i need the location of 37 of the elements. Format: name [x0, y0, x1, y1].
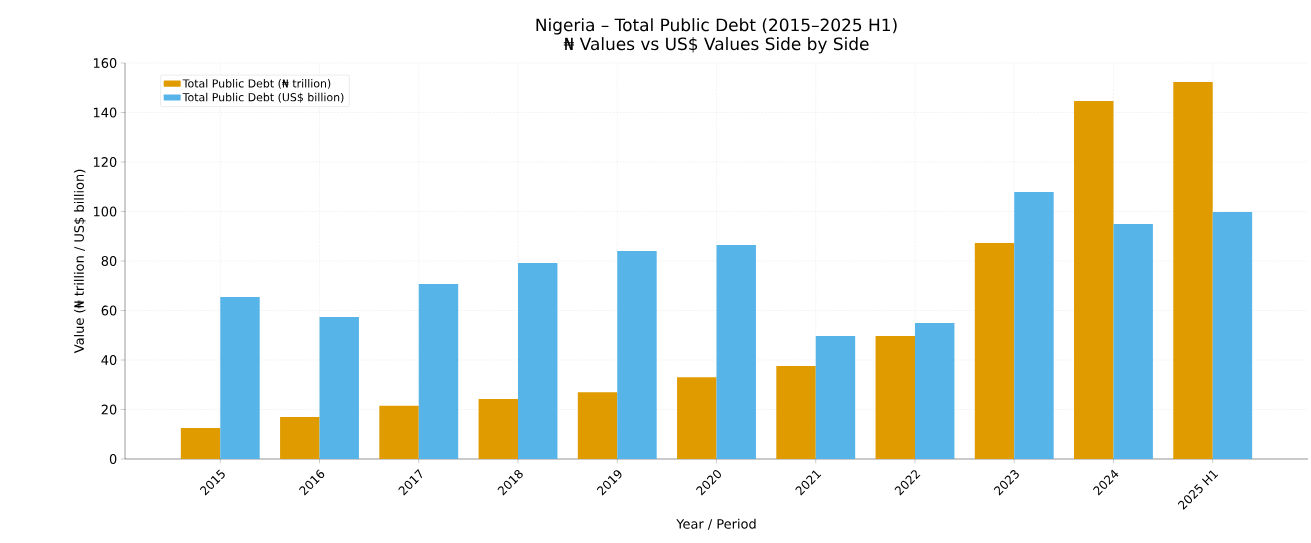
y-tick-label: 80 — [101, 256, 117, 266]
bar — [319, 316, 359, 459]
y-tick-label: 20 — [101, 404, 117, 415]
bar — [1212, 211, 1253, 459]
bar — [776, 365, 816, 459]
legend-label: Total Public Debt (₦ trillion) — [182, 79, 331, 89]
bar — [220, 296, 260, 459]
bar — [518, 262, 558, 459]
x-axis-title: Year / Period — [676, 518, 756, 530]
y-tick-label: 120 — [93, 157, 117, 167]
bar — [914, 322, 955, 459]
bar — [1173, 82, 1213, 459]
y-tick-label: 160 — [93, 58, 117, 68]
y-tick-label: 140 — [93, 107, 117, 118]
bar — [875, 335, 915, 459]
chart-subtitle: ₦ Values vs US$ Values Side by Side — [563, 37, 869, 54]
chart-title: Nigeria – Total Public Debt (2015–2025 H1) — [536, 18, 897, 35]
bar — [1074, 101, 1114, 459]
bar — [677, 377, 717, 459]
bar — [815, 335, 856, 459]
bar — [280, 416, 320, 459]
bar — [617, 251, 657, 459]
y-axis-title: Value (₦ trillion / US$ billion) — [73, 169, 86, 354]
bar — [379, 405, 419, 459]
bar — [1113, 223, 1153, 459]
bar — [418, 284, 459, 459]
bar — [478, 399, 519, 459]
y-tick-label: 100 — [93, 206, 117, 217]
bar — [974, 242, 1015, 459]
y-tick-label: 40 — [101, 355, 117, 365]
bar — [716, 244, 756, 459]
bar — [180, 428, 221, 459]
y-tick-label: 0 — [109, 454, 117, 464]
y-tick-label: 60 — [101, 305, 117, 316]
bar — [1014, 191, 1054, 459]
legend-label: Total Public Debt (US$ billion) — [182, 92, 344, 103]
bar — [577, 392, 618, 459]
